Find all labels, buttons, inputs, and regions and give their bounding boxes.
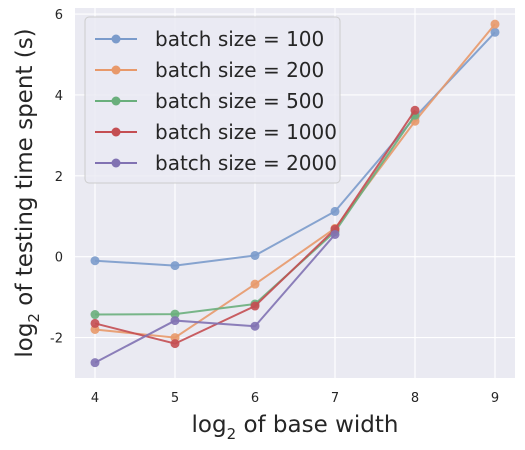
y-tick-label: 4 [55,89,63,104]
legend-item: batch size = 500 [95,89,324,113]
legend-swatch-marker [111,65,121,75]
data-point [330,206,340,216]
data-point [170,309,180,319]
series-line [94,233,336,364]
series-line [94,31,496,267]
y-axis-label: log2 of testing time spent (s) [12,28,43,357]
legend-label: batch size = 1000 [155,120,337,144]
data-point [90,358,100,368]
data-point [330,229,340,239]
legend-item: batch size = 200 [95,58,324,82]
series-3 [90,105,420,349]
data-point [250,250,260,260]
data-point [170,339,180,349]
legend-box [84,16,341,184]
data-point [490,27,500,37]
legend-swatch-marker [111,158,121,168]
legend-label: batch size = 100 [155,27,324,51]
legend-item: batch size = 100 [95,27,324,51]
x-tick-label: 5 [171,391,179,406]
x-tick-label: 9 [491,391,499,406]
legend-label: batch size = 200 [155,58,324,82]
legend: batch size = 100 batch size = 200 batch si… [84,16,341,184]
legend-label: batch size = 2000 [155,151,337,175]
data-point [250,301,260,311]
data-point [410,105,420,115]
legend-item: batch size = 1000 [95,120,337,144]
series-4 [90,229,340,368]
legend-swatch-marker [111,34,121,44]
legend-swatch-marker [111,96,121,106]
data-point [490,19,500,29]
series-line [94,23,496,339]
y-tick-label: 2 [55,170,63,185]
x-tick-label: 6 [251,391,259,406]
y-tick-label: -2 [50,332,63,347]
y-tick-label: 0 [55,251,63,266]
data-point [90,256,100,266]
x-tick-label: 4 [91,391,99,406]
legend-item: batch size = 2000 [95,151,337,175]
x-tick-label: 8 [411,391,419,406]
data-point [90,318,100,328]
x-tick-label: 7 [331,391,339,406]
y-tick-label: 6 [55,8,63,23]
x-axis-label: log2 of base width [192,412,399,443]
data-point [250,279,260,289]
data-point [170,261,180,271]
legend-label: batch size = 500 [155,89,324,113]
series-group [90,19,500,368]
data-point [90,310,100,320]
data-point [170,316,180,326]
legend-swatch-marker [111,127,121,137]
data-point [250,321,260,331]
tick-labels: 4 5 6 7 8 9 -2 0 2 4 6 [50,8,499,406]
